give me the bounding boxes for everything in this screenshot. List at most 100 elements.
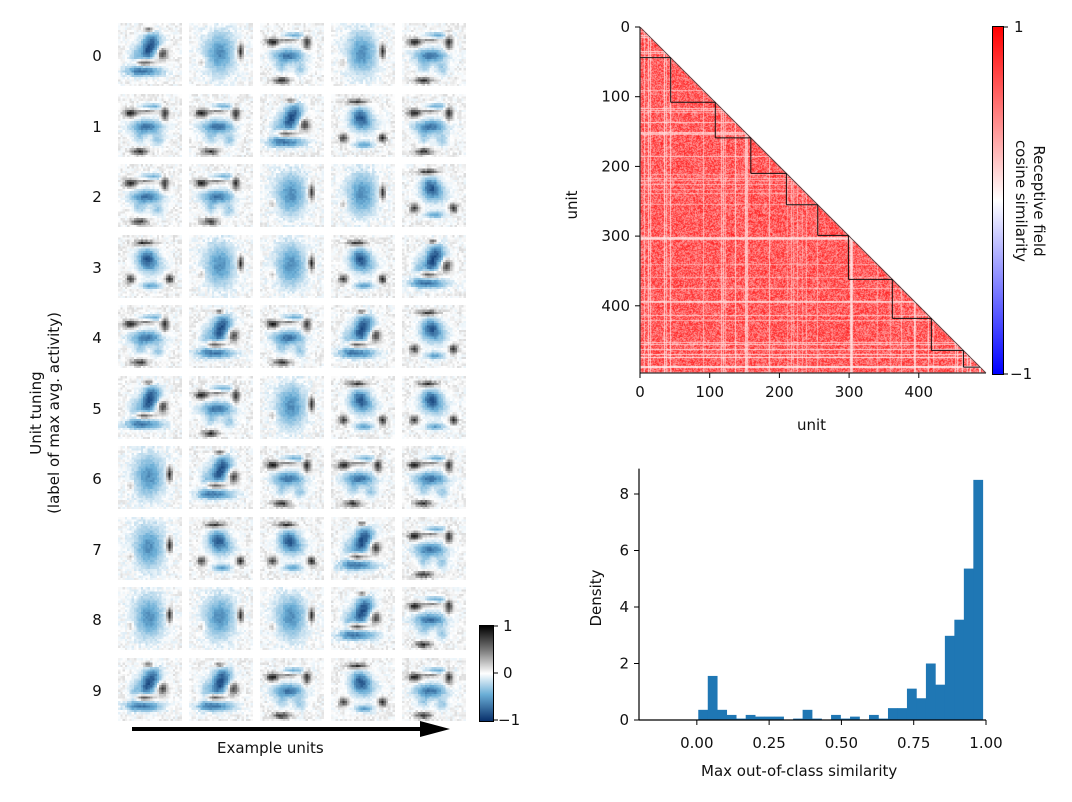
receptive-field-tile: [402, 516, 466, 580]
histogram-bar: [906, 688, 917, 720]
receptive-field-tile: [402, 164, 466, 227]
tile-colorbar-ticks: [493, 625, 498, 721]
histogram-bar: [869, 714, 879, 720]
histogram-bar: [764, 716, 775, 720]
histogram-bar: [812, 718, 822, 720]
receptive-field-tile: [189, 587, 253, 650]
receptive-field-tile: [189, 446, 253, 509]
histogram-bar: [755, 716, 765, 720]
histogram-y-tick-label: 2: [619, 655, 629, 673]
histogram-bar: [897, 708, 908, 720]
heatmap-cbar-title-line2: cosine similarity: [1012, 139, 1030, 263]
receptive-field-tile: [260, 375, 324, 439]
histogram-bar: [736, 718, 747, 720]
row-label: 5: [92, 399, 102, 418]
histogram-bar: [954, 619, 965, 720]
histogram-x-tick-label: 0.00: [680, 734, 713, 752]
left-y-axis-label: Unit tuning (label of max avg. activity): [27, 273, 63, 553]
receptive-field-tile: [260, 23, 324, 86]
histogram-bar: [935, 684, 946, 720]
heatmap-y-tick-label: 100: [601, 88, 630, 106]
histogram-y-label: Density: [587, 569, 605, 627]
receptive-field-tile: [331, 375, 395, 439]
receptive-field-tile: [189, 657, 253, 721]
heatmap-cbar-label-top: 1: [1014, 18, 1024, 36]
row-label: 9: [92, 681, 102, 700]
histogram-bar: [717, 709, 728, 720]
receptive-field-tile: [331, 234, 395, 298]
receptive-field-tile: [402, 23, 466, 86]
left-y-label-line2: (label of max avg. activity): [45, 312, 63, 514]
receptive-field-tile: [118, 446, 182, 509]
receptive-field-tile: [118, 375, 182, 439]
histogram-bar: [916, 698, 927, 720]
heatmap-x-tick-label: 100: [695, 383, 724, 401]
histogram-bar: [774, 716, 784, 720]
tile-cbar-label-mid: 0: [503, 664, 513, 682]
receptive-field-tile: [331, 23, 395, 86]
row-label: 4: [92, 329, 102, 347]
histogram-x-tick-label: 0.50: [825, 734, 858, 752]
heatmap-colorbar: [992, 26, 1004, 375]
histogram: 0.00 0.25 0.50 0.75 1.00 0 2 4 6 8: [619, 468, 1003, 752]
histogram-bar: [802, 709, 813, 720]
receptive-field-tile: [260, 657, 324, 721]
receptive-field-tile: [118, 164, 182, 227]
row-label: 7: [92, 540, 102, 559]
tile-cbar-label-bot: −1: [498, 711, 521, 729]
histogram-bar: [793, 718, 803, 720]
histogram-x-tick-label: 0.25: [752, 734, 785, 752]
receptive-field-tile: [189, 93, 253, 157]
receptive-field-tile: [118, 657, 182, 721]
receptive-field-tile: [402, 234, 466, 298]
receptive-field-tile: [331, 657, 395, 721]
histogram-bar: [850, 716, 860, 720]
receptive-field-tile: [402, 657, 466, 721]
receptive-field-tile: [189, 23, 253, 86]
receptive-field-tile: [118, 23, 182, 86]
heatmap-cbar-title-line1: Receptive field: [1030, 145, 1048, 257]
receptive-field-tile: [260, 587, 324, 650]
tile-colorbar: [479, 625, 494, 722]
histogram-x-tick-label: 1.00: [969, 734, 1002, 752]
heatmap-diagonal-line: [639, 26, 987, 374]
row-label: 0: [92, 47, 102, 65]
histogram-bar: [925, 663, 936, 720]
receptive-field-tile: [260, 446, 324, 509]
row-label: 6: [92, 470, 102, 488]
heatmap-x-tick-label: 200: [765, 383, 794, 401]
receptive-field-tile: [402, 93, 466, 157]
receptive-field-tile: [402, 587, 466, 650]
receptive-field-tile: [118, 234, 182, 298]
receptive-field-tile: [118, 587, 182, 650]
heatmap-y-tick-label: 200: [601, 157, 630, 175]
receptive-field-tile: [331, 446, 395, 509]
receptive-field-tile: [118, 93, 182, 157]
histogram-bar: [745, 714, 756, 720]
left-y-label-line1: Unit tuning: [27, 371, 45, 455]
tile-cbar-label-top: 1: [503, 617, 513, 635]
receptive-field-tile: [331, 164, 395, 227]
receptive-field-tile: [402, 375, 466, 439]
receptive-field-tile: [189, 305, 253, 368]
example-units-label: Example units: [217, 739, 324, 757]
receptive-field-tile: [260, 234, 324, 298]
histogram-bar: [698, 709, 709, 720]
heatmap-x-label: unit: [797, 416, 827, 434]
heatmap-y-tick-label: 0: [620, 18, 630, 36]
row-label: 1: [92, 117, 102, 136]
histogram-bar: [707, 675, 718, 720]
histogram-bar: [973, 479, 984, 720]
example-units-arrow: [132, 721, 450, 737]
row-label: 2: [92, 188, 102, 206]
receptive-field-tile: [260, 93, 324, 157]
row-label: 3: [92, 258, 102, 277]
arrow-head: [420, 721, 450, 737]
histogram-y-tick-label: 0: [619, 711, 629, 729]
heatmap-y-label: unit: [563, 190, 581, 220]
histogram-bar: [878, 718, 889, 720]
receptive-field-tile: [331, 93, 395, 157]
receptive-field-tile: [260, 516, 324, 580]
heatmap-x-tick-label: 400: [904, 383, 933, 401]
histogram-bar: [840, 718, 851, 720]
